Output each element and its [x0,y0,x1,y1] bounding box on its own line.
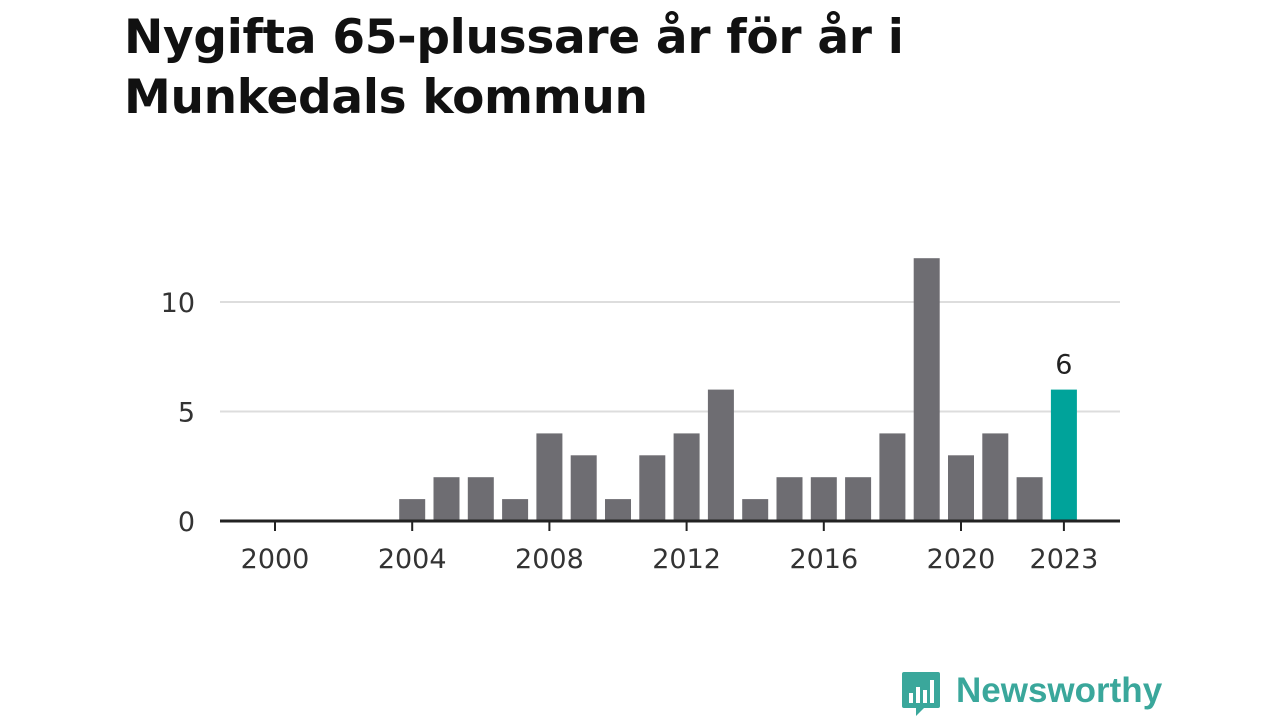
x-tick-label: 2016 [789,544,858,575]
y-tick-label: 5 [178,398,195,429]
y-tick-label: 0 [178,507,195,538]
x-tick-label: 2004 [378,544,447,575]
bars [399,258,1077,521]
y-tick-label: 10 [161,288,195,319]
bar [810,477,837,521]
bar [1016,477,1043,521]
gridlines [220,301,1120,413]
chart-title: Nygifta 65-plussare år för år i Munkedal… [124,10,904,125]
bar-highlight [1050,389,1077,521]
x-tick-label: 2008 [515,544,584,575]
bar [913,258,940,521]
labels: 0 5 10 2000 2004 2008 2012 2016 2020 2023 6 [161,288,1099,575]
x-tick-label: 2020 [927,544,996,575]
bar [948,455,974,521]
x-tick-label: 2000 [241,544,310,575]
x-tick-label: 2023 [1030,544,1099,575]
bar [536,433,563,521]
brand-logo: Newsworthy [900,670,1162,720]
bar [673,433,700,521]
bar [639,455,666,521]
bar [776,477,803,521]
bar [399,499,426,521]
bar [845,477,872,521]
bar [502,499,529,521]
x-axis [220,519,1120,531]
bar [982,433,1009,521]
bar [605,499,631,521]
bar [707,389,734,521]
newsworthy-logo-icon [902,672,940,716]
bar [742,499,769,521]
brand-name: Newsworthy [956,671,1163,710]
bar [879,433,906,521]
x-tick-label: 2012 [652,544,721,575]
data-label: 6 [1055,350,1072,381]
bar [570,455,597,521]
bar [433,477,460,521]
bar [467,477,494,521]
